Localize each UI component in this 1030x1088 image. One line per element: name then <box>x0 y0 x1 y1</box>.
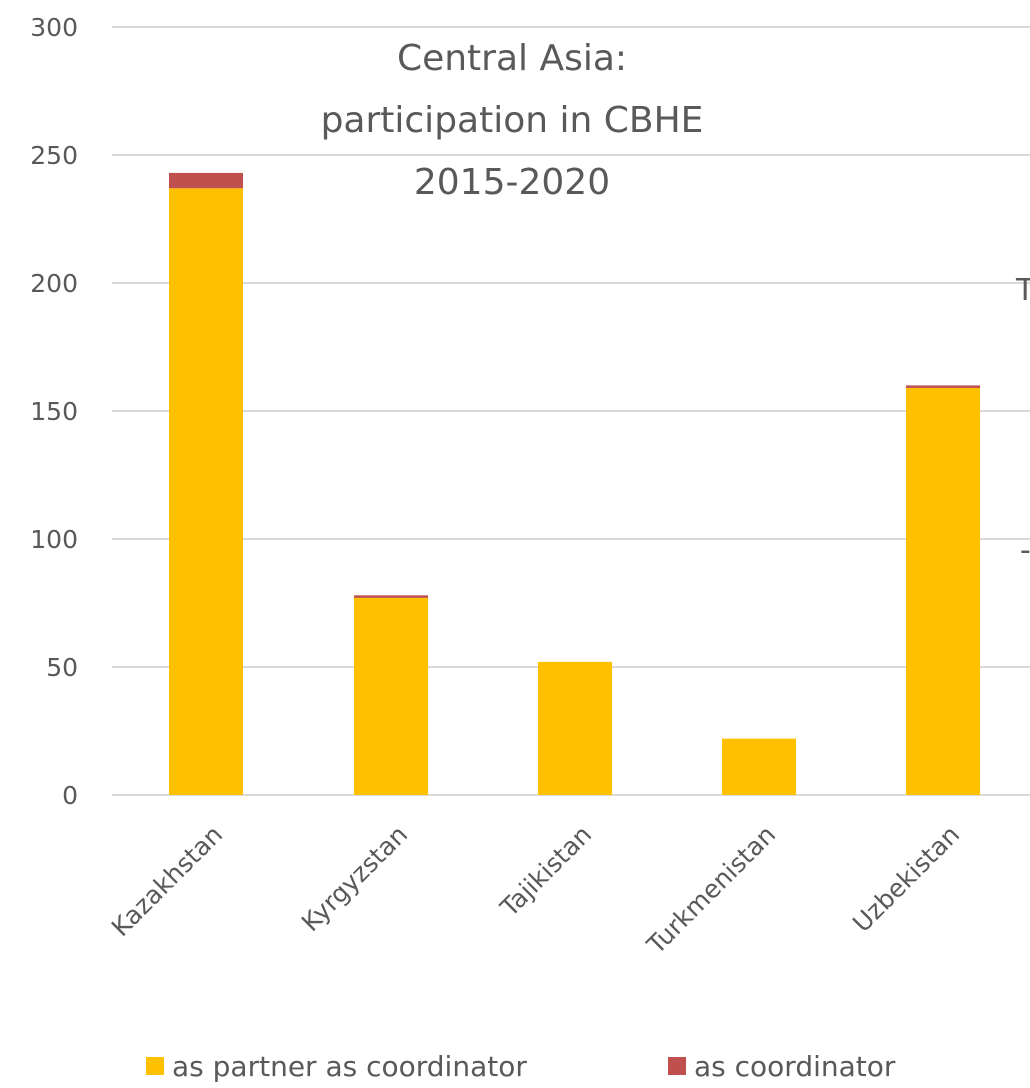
gridlines <box>112 26 1030 796</box>
legend-label-coordinator: as coordinator <box>694 1050 896 1083</box>
y-tick-label: 200 <box>30 269 78 298</box>
bar-tajikistan-partner <box>538 661 612 795</box>
y-axis: 0 50 100 150 200 250 300 <box>30 13 78 810</box>
legend-swatch-coordinator <box>668 1057 686 1075</box>
bar-kazakhstan-partner <box>169 188 243 795</box>
legend-label-partner: as partner as coordinator <box>172 1050 527 1083</box>
legend: as partner as coordinator as coordinator <box>146 1050 896 1083</box>
bar-kyrgyzstan-partner <box>354 597 428 795</box>
x-tick-label-kyrgyzstan: Kyrgyzstan <box>296 820 413 937</box>
chart-title: Central Asia: participation in CBHE 2015… <box>321 38 704 203</box>
y-tick-label: 250 <box>30 141 78 170</box>
chart-title-line-1: Central Asia: <box>397 38 627 79</box>
y-tick-label: 0 <box>62 781 78 810</box>
y-tick-label: 150 <box>30 397 78 426</box>
chart-title-line-2: participation in CBHE <box>321 100 704 141</box>
edge-fragment-t: T <box>1015 273 1030 308</box>
y-tick-label: 100 <box>30 525 78 554</box>
x-tick-label-uzbekistan: Uzbekistan <box>847 820 965 938</box>
bar-kazakhstan-coordinator <box>169 172 243 189</box>
bar-uzbekistan-partner <box>906 387 980 795</box>
x-axis: Kazakhstan Kyrgyzstan Tajikistan Turkmenist… <box>106 820 965 960</box>
bar-uzbekistan-coordinator <box>906 385 980 388</box>
x-tick-label-turkmenistan: Turkmenistan <box>641 820 781 960</box>
y-tick-label: 50 <box>46 653 78 682</box>
bar-kyrgyzstan-coordinator <box>354 595 428 598</box>
edge-fragment-dash: - <box>1020 533 1030 568</box>
bars <box>169 172 980 795</box>
y-tick-label: 300 <box>30 13 78 42</box>
x-tick-label-tajikistan: Tajikistan <box>494 820 597 923</box>
chart-title-line-3: 2015-2020 <box>414 162 610 203</box>
x-tick-label-kazakhstan: Kazakhstan <box>106 820 228 942</box>
legend-swatch-partner <box>146 1057 164 1075</box>
bar-turkmenistan-partner <box>722 738 796 795</box>
